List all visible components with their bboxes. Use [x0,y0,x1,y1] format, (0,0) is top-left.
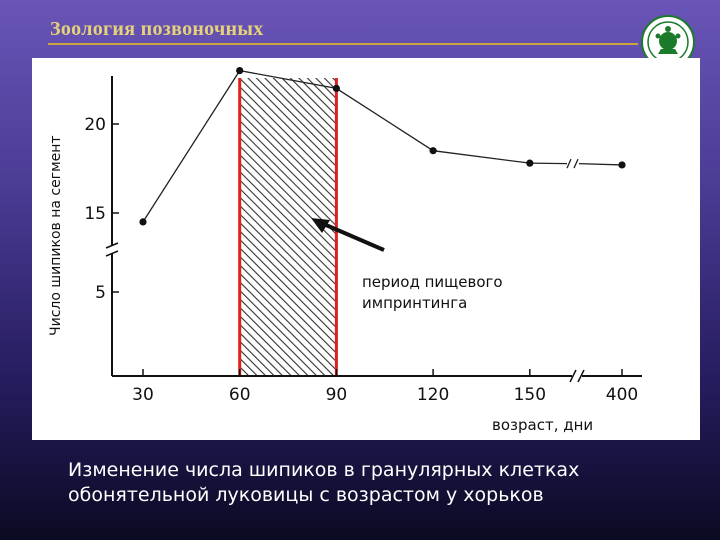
x-tick-label: 150 [514,385,546,405]
data-point [618,161,626,169]
y-axis-break-mark-2 [105,250,119,257]
series-break-mark-1 [566,158,572,169]
series-line-segment [529,162,568,165]
x-tick-label: 400 [606,385,638,405]
y-axis-break-mark-1 [105,242,119,249]
y-tick-label: 15 [84,204,106,224]
annotation-arrow-head [311,218,330,233]
series-line-segment [578,163,623,166]
y-axis-label: Число шипиков на сегмент [48,135,64,336]
data-point [429,147,437,155]
x-axis-label: возраст, дни [492,416,593,434]
spine-count-chart: 30 60 90 120 150 400 5 15 20 период пищевого импр… [84,67,642,434]
slide-caption: Изменение числа шипиков в гранулярных кл… [68,458,708,508]
caption-line-1: Изменение числа шипиков в гранулярных кл… [68,459,580,481]
university-seal-icon [641,15,695,69]
x-tick-label: 90 [326,385,348,405]
title-rule [48,43,638,45]
x-axis-break-mark-1 [569,369,577,383]
chart-panel: 30 60 90 120 150 400 5 15 20 период пищевого импр… [32,58,700,440]
x-tick-label: 60 [229,385,251,405]
annotation-arrow-shaft [318,220,385,252]
slide-title: Зоология позвоночных [50,18,264,40]
series-break-mark-2 [573,158,579,169]
x-tick-label: 120 [417,385,449,405]
annotation-line-2: импринтинга [362,294,467,312]
annotation-line-1: период пищевого [362,273,503,291]
data-point [236,67,244,75]
data-point [332,84,340,92]
y-tick-label: 5 [95,283,106,303]
x-tick-label: 30 [132,385,154,405]
y-tick-label: 20 [84,115,106,135]
data-point [526,159,534,167]
x-axis-break-mark-2 [577,369,585,383]
data-point [139,218,147,226]
caption-line-2: обонятельной луковицы с возрастом у хорь… [68,484,544,506]
